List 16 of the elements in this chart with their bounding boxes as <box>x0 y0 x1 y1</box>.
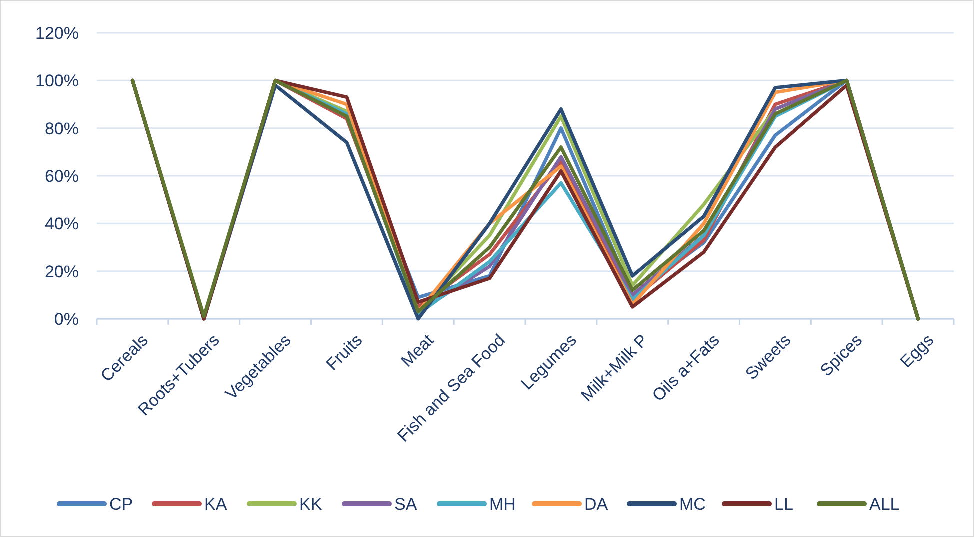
legend-label: ALL <box>870 494 900 514</box>
legend-label: MC <box>680 494 706 514</box>
legend-label: KK <box>300 494 323 514</box>
y-tick-label: 80% <box>44 119 79 138</box>
legend-label: KA <box>204 494 228 514</box>
y-tick-label: 120% <box>36 24 79 43</box>
y-tick-label: 0% <box>54 310 79 329</box>
legend-label: SA <box>394 494 418 514</box>
legend-label: CP <box>110 494 134 514</box>
legend-label: DA <box>584 494 609 514</box>
y-tick-label: 60% <box>44 166 79 186</box>
y-tick-label: 100% <box>36 72 79 91</box>
y-tick-label: 20% <box>44 262 79 282</box>
legend-label: MH <box>490 494 516 514</box>
y-tick-label: 40% <box>44 214 79 234</box>
legend-label: LL <box>774 494 794 514</box>
